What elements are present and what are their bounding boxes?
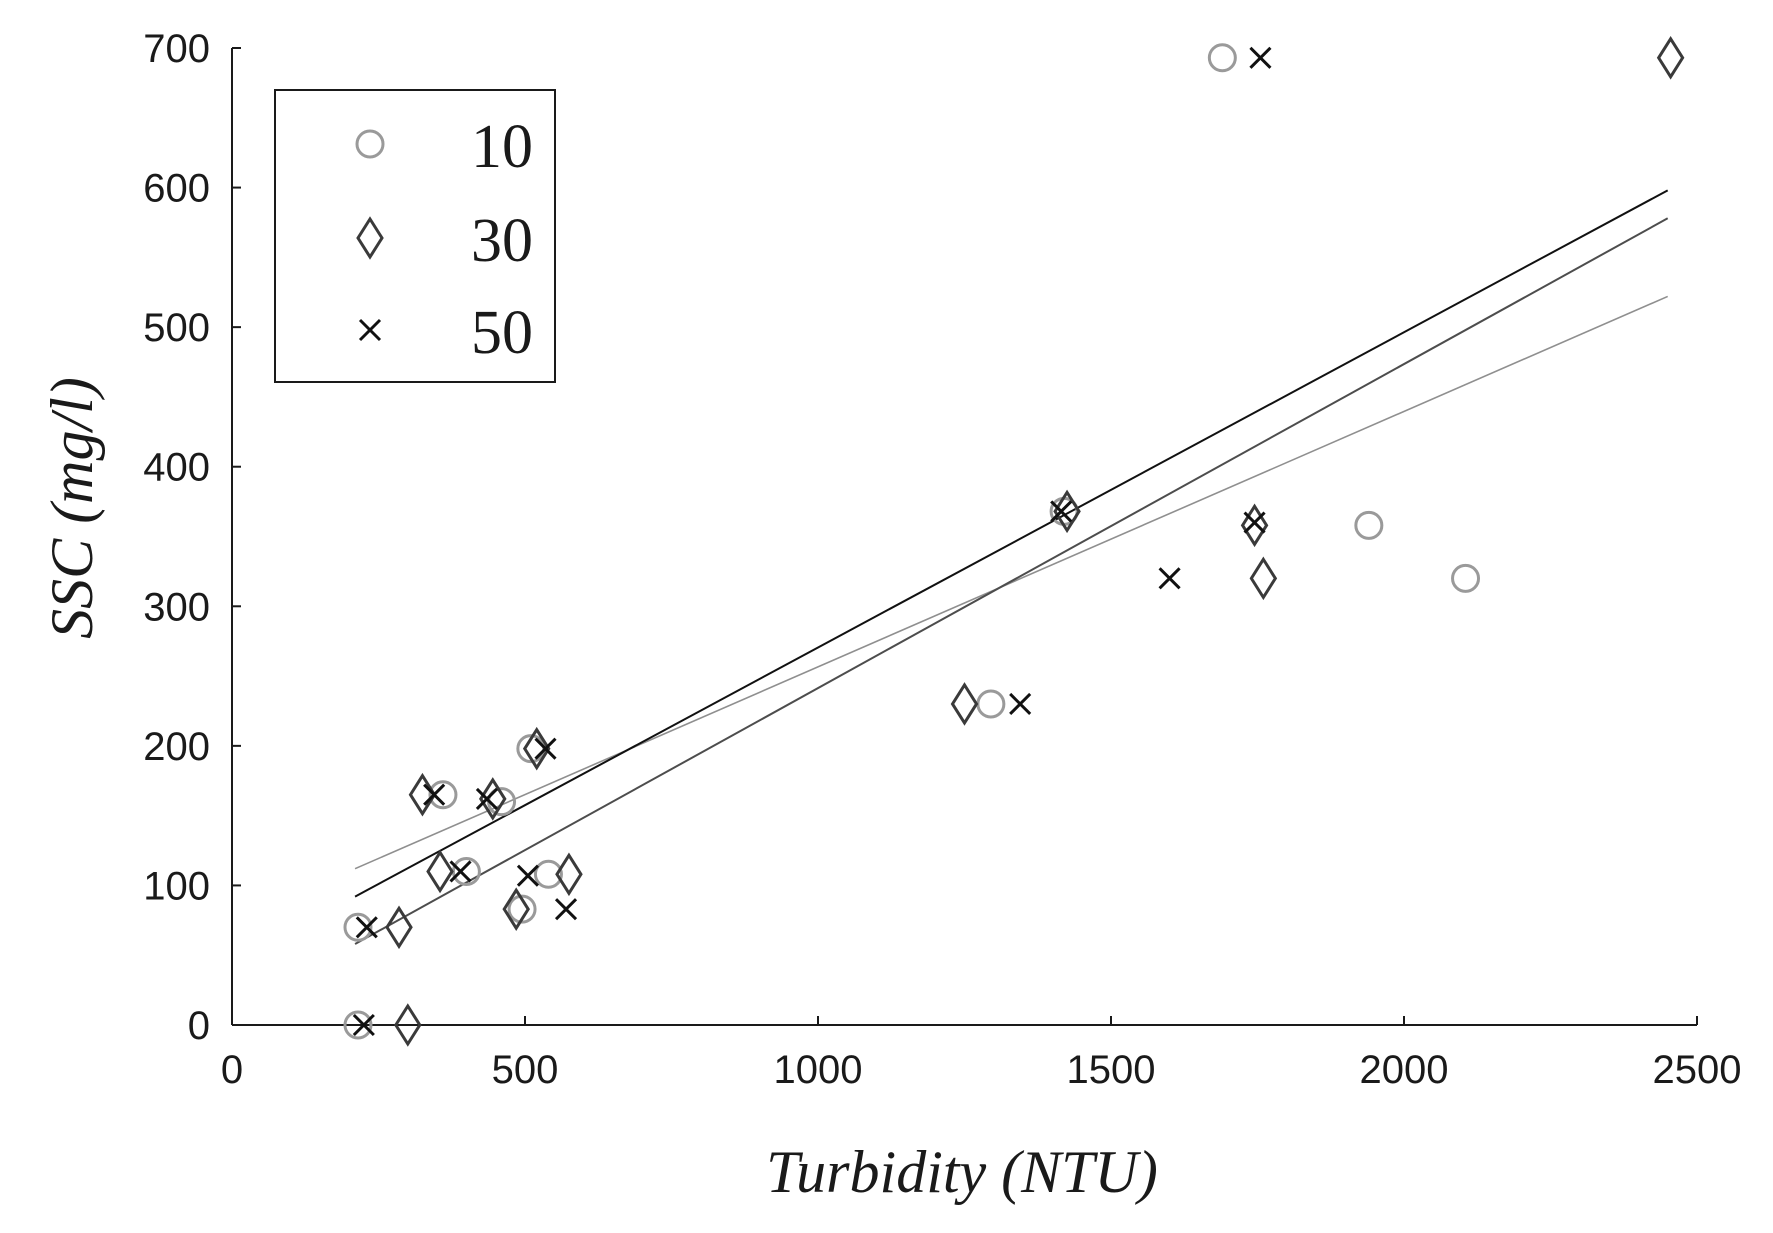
data-point-30 xyxy=(426,849,454,894)
y-axis: 0 100 200 300 400 500 600 700 xyxy=(143,27,241,1048)
data-point-10 xyxy=(507,894,537,924)
legend-label-10: 10 xyxy=(471,113,533,181)
data-point-10 xyxy=(1354,510,1384,540)
x-tick-label: 2000 xyxy=(1360,1048,1449,1092)
series-50 xyxy=(352,46,1272,1037)
data-point-50 xyxy=(534,737,557,760)
legend-marker-50 xyxy=(358,318,382,342)
data-point-50 xyxy=(1243,511,1266,534)
data-point-30 xyxy=(408,772,437,817)
y-tick-label: 500 xyxy=(143,306,210,350)
data-point-30 xyxy=(1249,556,1278,601)
data-point-50 xyxy=(554,898,578,921)
legend: 10 30 50 xyxy=(274,89,556,383)
data-point-30 xyxy=(394,1003,422,1047)
data-markers xyxy=(343,35,1685,1047)
series-30 xyxy=(385,35,1685,1047)
legend-marker-10 xyxy=(355,129,385,159)
data-point-50 xyxy=(449,860,472,883)
x-axis: 0 500 1000 1500 2000 2500 xyxy=(221,1016,1742,1092)
fit-line-50 xyxy=(354,189,1669,898)
data-point-50 xyxy=(1249,46,1272,69)
data-point-50 xyxy=(352,1013,375,1037)
legend-box xyxy=(274,89,556,383)
data-point-10 xyxy=(428,780,458,810)
legend-label-50: 50 xyxy=(471,299,533,367)
data-point-10 xyxy=(343,912,373,942)
data-point-10 xyxy=(343,1010,373,1040)
y-tick-label: 300 xyxy=(143,585,210,629)
data-point-10 xyxy=(1207,43,1237,73)
data-point-50 xyxy=(516,864,539,887)
data-point-50 xyxy=(355,916,378,939)
y-tick-label: 200 xyxy=(143,725,210,769)
y-tick-label: 400 xyxy=(143,446,210,490)
data-point-30 xyxy=(950,682,979,726)
data-point-10 xyxy=(451,856,481,886)
data-point-10 xyxy=(533,859,563,889)
data-point-30 xyxy=(502,887,530,931)
y-tick-label: 700 xyxy=(143,27,210,71)
data-point-50 xyxy=(1050,500,1073,523)
x-tick-label: 1000 xyxy=(774,1048,863,1092)
data-point-30 xyxy=(522,726,551,771)
plot-area xyxy=(231,48,1697,1026)
x-tick-label: 2500 xyxy=(1653,1048,1742,1092)
series-10 xyxy=(343,43,1481,1040)
fit-line-30 xyxy=(354,217,1669,945)
x-axis-title: Turbidity (NTU) xyxy=(766,1139,1158,1205)
data-point-50 xyxy=(1158,567,1181,590)
y-tick-label: 0 xyxy=(188,1004,210,1048)
fit-line-10 xyxy=(354,295,1669,870)
y-tick-label: 600 xyxy=(143,167,210,211)
y-axis-title: SSC (mg/l) xyxy=(39,377,105,639)
data-point-50 xyxy=(423,783,446,806)
data-point-30 xyxy=(555,852,583,897)
y-tick-label: 100 xyxy=(143,864,210,908)
x-tick-label: 500 xyxy=(492,1048,559,1092)
legend-label-30: 30 xyxy=(471,207,533,275)
data-point-30 xyxy=(385,905,413,950)
data-point-10 xyxy=(976,689,1006,719)
data-point-50 xyxy=(475,787,498,810)
data-point-30 xyxy=(1053,489,1081,534)
fit-lines xyxy=(354,189,1669,945)
x-tick-label: 1500 xyxy=(1067,1048,1156,1092)
data-point-50 xyxy=(1009,692,1032,716)
data-point-30 xyxy=(1240,503,1269,548)
data-point-30 xyxy=(478,777,507,821)
x-tick-label: 0 xyxy=(221,1048,243,1092)
data-point-30 xyxy=(1656,35,1685,80)
data-point-10 xyxy=(1451,563,1481,593)
legend-marker-30 xyxy=(356,216,384,260)
